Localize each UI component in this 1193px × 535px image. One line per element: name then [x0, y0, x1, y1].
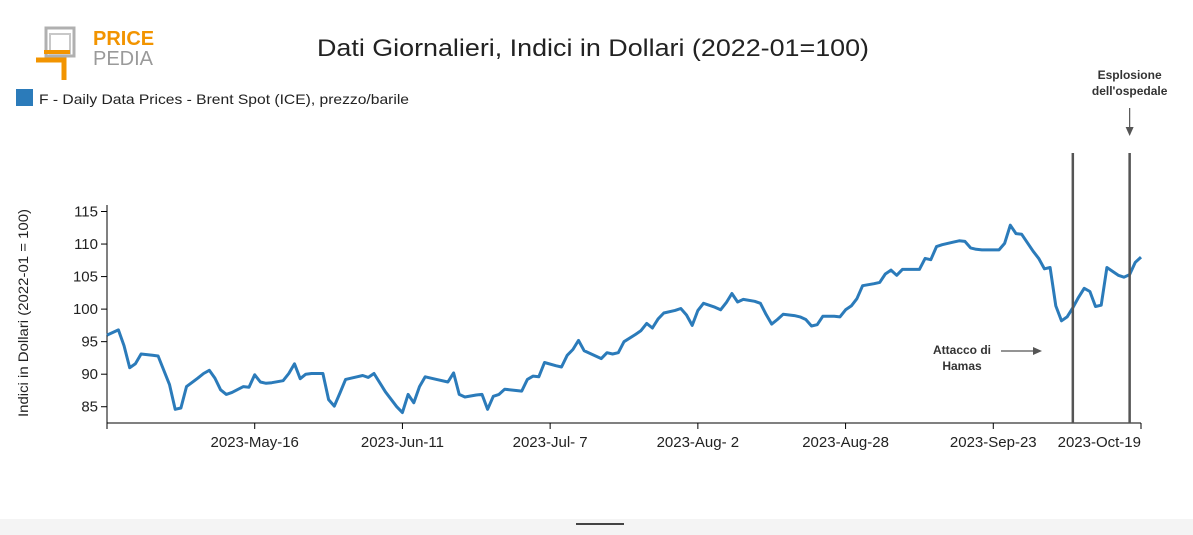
logo-bracket-icon — [36, 57, 67, 80]
series-line-brent[interactable] — [106, 223, 1143, 415]
x-tick-label: 2023-May-16 — [211, 434, 299, 451]
drag-handle[interactable] — [576, 523, 624, 525]
legend: F - Daily Data Prices - Brent Spot (ICE)… — [16, 89, 409, 107]
event-arrowhead-icon — [1125, 127, 1134, 136]
x-tick-label: 2023-Oct-19 — [1058, 434, 1141, 451]
y-tick-label: 110 — [74, 236, 98, 253]
legend-label[interactable]: F - Daily Data Prices - Brent Spot (ICE)… — [39, 91, 409, 107]
x-tick-label: 2023-Jul- 7 — [513, 434, 588, 451]
event-label: Attacco di — [933, 343, 991, 357]
logo-frame-icon — [44, 26, 76, 58]
x-ticks: 2023-May-16 2023-Jun-11 2023-Jul- 7 2023-Au… — [106, 423, 1142, 451]
logo-word-top: PRICE — [93, 28, 154, 50]
y-tick-label: 90 — [81, 366, 98, 383]
legend-swatch — [16, 89, 33, 106]
logo-word-bottom: PEDIA — [93, 48, 154, 70]
y-axis-label: Indici in Dollari (2022-01 = 100) — [15, 209, 31, 417]
x-tick-label: 2023-Jun-11 — [361, 434, 444, 451]
y-tick-label: 115 — [74, 204, 98, 221]
chart-title: Dati Giornalieri, Indici in Dollari (202… — [317, 35, 869, 62]
y-tick-label: 105 — [73, 269, 98, 286]
event-arrowhead-icon — [1033, 347, 1042, 355]
x-tick-label: 2023-Sep-23 — [950, 434, 1037, 451]
x-tick-label: 2023-Aug- 2 — [657, 434, 740, 451]
y-ticks: 85 90 95 100 105 110 115 — [73, 204, 107, 416]
y-tick-label: 100 — [73, 301, 98, 318]
series-group — [106, 223, 1143, 415]
pricepedia-logo: PRICE PEDIA — [36, 26, 154, 80]
event-label: dell'ospedale — [1092, 84, 1168, 98]
x-tick-label: 2023-Aug-28 — [802, 434, 889, 451]
y-tick-label: 85 — [81, 399, 98, 416]
events-group: Attacco di Hamas Esplosione dell'ospedale — [933, 68, 1168, 423]
bottom-scroll-strip — [0, 519, 1193, 535]
event-label: Esplosione — [1098, 68, 1162, 82]
y-tick-label: 95 — [81, 334, 98, 351]
event-label: Hamas — [942, 359, 982, 373]
